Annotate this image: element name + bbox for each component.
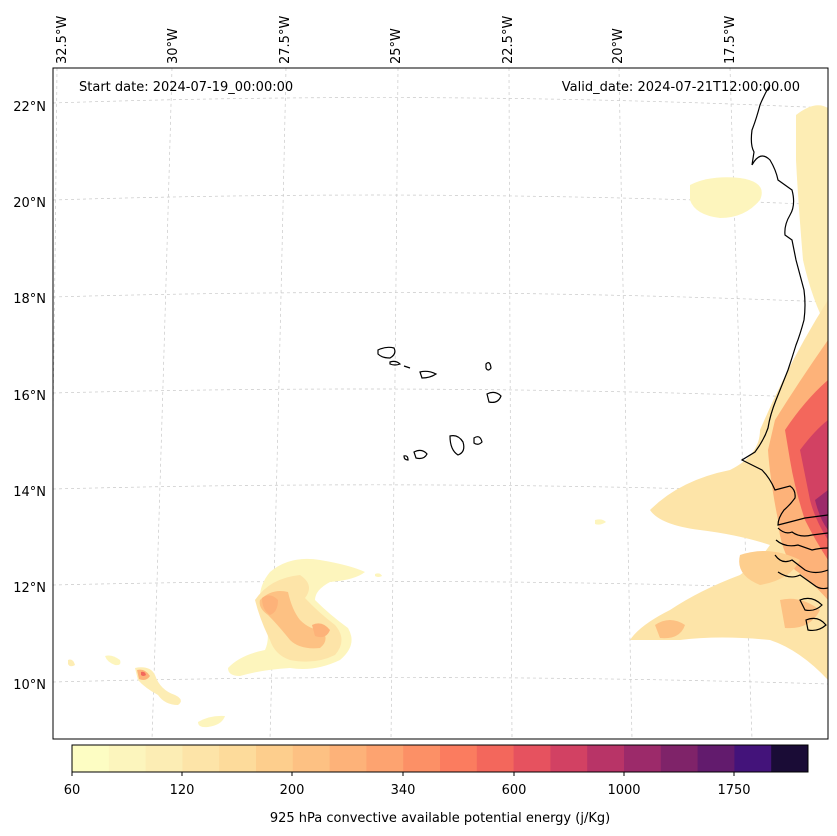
lat-label: 22°N (13, 100, 46, 115)
colorbar-swatch (145, 745, 183, 772)
colorbar-swatch (771, 745, 809, 772)
start-date-label: Start date: 2024-07-19_00:00:00 (79, 80, 293, 95)
lon-label: 17.5°W (723, 16, 738, 64)
lon-label: 30°W (166, 28, 181, 64)
colorbar-swatch (329, 745, 367, 772)
lon-label: 27.5°W (278, 16, 293, 64)
colorbar-tick-label: 1000 (607, 783, 640, 798)
colorbar-swatch (734, 745, 772, 772)
lat-label: 16°N (13, 389, 46, 404)
colorbar-tick-label: 60 (64, 783, 81, 798)
colorbar (72, 745, 809, 772)
lat-label: 12°N (13, 581, 46, 596)
colorbar-swatch (440, 745, 478, 772)
colorbar-swatch (108, 745, 147, 772)
colorbar-swatch (256, 745, 294, 772)
lat-label: 14°N (13, 485, 46, 500)
map-frame (52, 67, 829, 740)
colorbar-ticks: 60 120 200 340 600 1000 1750 (64, 783, 751, 798)
colorbar-swatch (660, 745, 699, 772)
colorbar-frame (71, 744, 809, 773)
lon-label: 20°W (611, 28, 626, 64)
colorbar-swatch (697, 745, 735, 772)
colorbar-swatch (513, 745, 551, 772)
colorbar-swatch (624, 745, 662, 772)
longitude-labels: 32.5°W 30°W 27.5°W 25°W 22.5°W 20°W 17.5… (55, 16, 738, 64)
colorbar-swatch (182, 745, 220, 772)
colorbar-label: 925 hPa convective available potential e… (270, 811, 610, 826)
colorbar-swatch (72, 745, 110, 772)
lat-label: 20°N (13, 196, 46, 211)
colorbar-swatch (587, 745, 625, 772)
latitude-labels: 22°N 20°N 18°N 16°N 14°N 12°N 10°N (13, 100, 46, 693)
valid-date-label: Valid_date: 2024-07-21T12:00:00.00 (562, 80, 800, 95)
colorbar-tick-marks (71, 772, 735, 776)
colorbar-tick-label: 120 (170, 783, 195, 798)
lat-label: 10°N (13, 678, 46, 693)
colorbar-swatch (476, 745, 515, 772)
colorbar-tick-label: 1750 (717, 783, 750, 798)
lon-label: 22.5°W (501, 16, 516, 64)
map-panel (53, 68, 828, 739)
colorbar-tick-label: 340 (391, 783, 416, 798)
colorbar-swatch (366, 745, 404, 772)
lat-label: 18°N (13, 292, 46, 307)
coastlines (377, 84, 828, 632)
lon-label: 25°W (389, 28, 404, 64)
colorbar-tick-label: 200 (280, 783, 305, 798)
lon-label: 32.5°W (55, 16, 70, 64)
colorbar-swatch (292, 745, 331, 772)
colorbar-swatch (403, 745, 441, 772)
colorbar-swatch (550, 745, 588, 772)
colorbar-tick-label: 600 (502, 783, 527, 798)
colorbar-swatch (219, 745, 257, 772)
